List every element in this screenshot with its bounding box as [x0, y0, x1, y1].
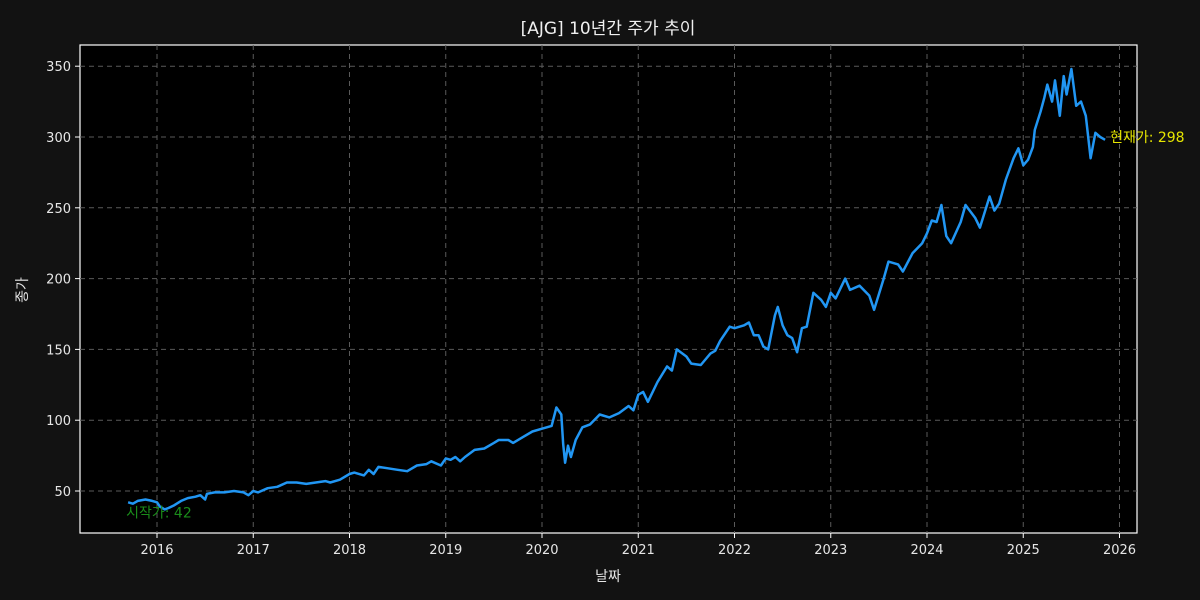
- y-tick-label: 350: [46, 60, 71, 75]
- y-tick-label: 300: [46, 131, 71, 146]
- y-tick-label: 100: [46, 414, 71, 429]
- x-tick-label: 2025: [1007, 543, 1040, 558]
- start-price-annotation: 시작가: 42: [126, 505, 192, 521]
- x-tick-label: 2022: [718, 543, 751, 558]
- price-line: [127, 67, 1106, 511]
- x-axis: 2016 2017 2018 2019 2020 2021 2022 2023 2024 2025…: [140, 533, 1136, 558]
- plot-area: [79, 44, 1138, 534]
- current-price-annotation: 현재가: 298: [1110, 130, 1185, 146]
- x-tick-label: 2026: [1103, 543, 1136, 558]
- x-tick-label: 2021: [622, 543, 655, 558]
- x-axis-label: 날짜: [595, 569, 621, 585]
- x-tick-label: 2023: [814, 543, 847, 558]
- y-axis: 50 100 150 200 250 300 350: [46, 60, 80, 500]
- grid-lines: [80, 45, 1137, 533]
- x-tick-label: 2017: [237, 543, 270, 558]
- x-tick-label: 2016: [140, 543, 173, 558]
- y-tick-label: 200: [46, 273, 71, 288]
- y-axis-label: 종가: [15, 277, 31, 303]
- x-tick-label: 2020: [525, 543, 558, 558]
- y-tick-label: 250: [46, 202, 71, 217]
- x-tick-label: 2018: [333, 543, 366, 558]
- y-tick-label: 50: [54, 485, 71, 500]
- chart-title: [AJG] 10년간 주가 추이: [521, 19, 696, 39]
- x-tick-label: 2019: [429, 543, 462, 558]
- x-tick-label: 2024: [910, 543, 943, 558]
- y-tick-label: 150: [46, 343, 71, 358]
